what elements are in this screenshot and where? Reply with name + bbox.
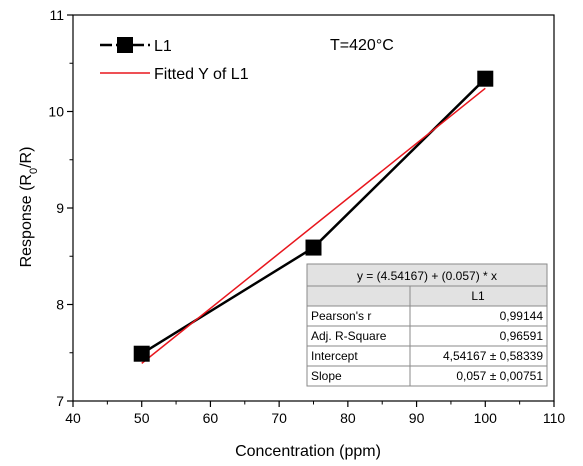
y-tick-label: 7 (56, 393, 64, 409)
fit-table-row-label: Adj. R-Square (311, 329, 387, 343)
fit-table-column-header: L1 (471, 289, 485, 303)
y-tick-label: 8 (56, 297, 64, 313)
fit-table-row-value: 0,96591 (500, 329, 544, 343)
fit-table-row-label: Intercept (311, 349, 358, 363)
legend-l1-marker (117, 37, 133, 53)
series-layer (133, 70, 494, 364)
y-axis-title: Response (R0/R) (18, 147, 40, 268)
x-tick-label: 100 (474, 410, 498, 426)
fit-table-row-value: 4,54167 ± 0,58339 (443, 349, 543, 363)
legend-fit-label: Fitted Y of L1 (154, 66, 249, 83)
series-fitted-line (141, 87, 486, 364)
x-tick-label: 50 (134, 410, 150, 426)
x-tick-label: 70 (271, 410, 287, 426)
y-tick-label: 10 (48, 104, 64, 120)
x-tick-label: 90 (409, 410, 425, 426)
series-l1-point (133, 345, 150, 362)
fit-table-header-cell (307, 286, 547, 306)
legend: L1 Fitted Y of L1 (100, 37, 249, 83)
x-axis-title: Concentration (ppm) (235, 443, 381, 460)
series-l1-point (477, 70, 494, 87)
fit-table-equation: y = (4.54167) + (0.057) * x (357, 269, 497, 283)
tick-labels: 40 50 60 70 80 90 100 110 7 8 9 10 11 (48, 7, 565, 426)
fit-table-row-value: 0,99144 (500, 309, 544, 323)
fit-table-row-label: Pearson's r (311, 309, 371, 323)
fit-table-equation-cell (307, 264, 547, 286)
plot-frame (72, 14, 555, 402)
y-tick-label: 9 (56, 200, 64, 216)
fit-statistics-table: y = (4.54167) + (0.057) * x L1 Pearson's… (306, 263, 548, 387)
fit-table-row-value: 0,057 ± 0,00751 (456, 369, 543, 383)
temperature-annotation: T=420°C (330, 37, 394, 54)
x-tick-label: 40 (65, 410, 81, 426)
fit-table-border (306, 263, 548, 387)
legend-l1-label: L1 (154, 38, 172, 55)
x-tick-label: 80 (340, 410, 356, 426)
fit-table-row-label: Slope (311, 369, 342, 383)
y-tick-label: 11 (49, 7, 64, 23)
x-tick-label: 110 (543, 410, 566, 426)
series-l1-point (305, 239, 322, 256)
x-tick-label: 60 (203, 410, 219, 426)
